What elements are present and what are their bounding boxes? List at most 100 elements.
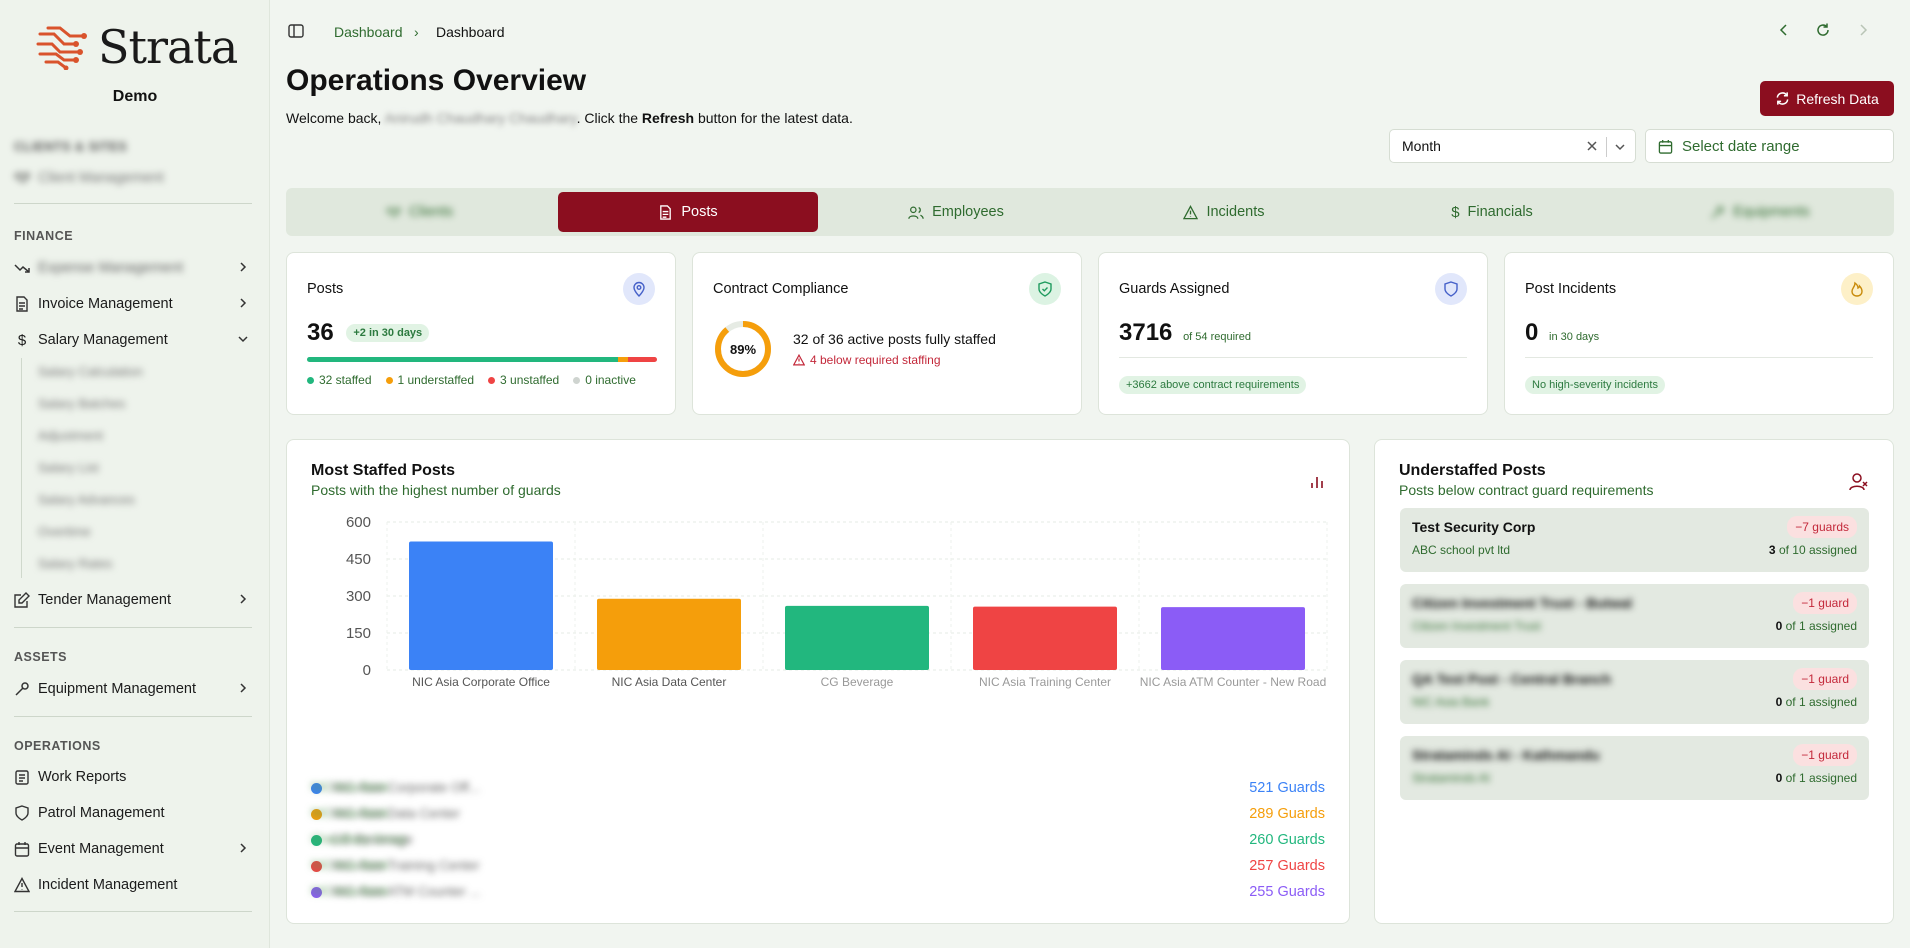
flame-icon: [1841, 273, 1873, 305]
sidebar-subitem[interactable]: Adjustment: [38, 428, 104, 443]
sidebar-item-work-reports[interactable]: Work Reports: [14, 763, 254, 791]
y-tick-label: 450: [346, 551, 371, 568]
legend-row[interactable]: NIC Asia Training Center NIC Asia Bank 257…: [311, 856, 1325, 876]
staffing-progress-bar: [307, 357, 657, 362]
sidebar-item-label: Equipment Management: [38, 681, 196, 697]
sidebar-subitem[interactable]: Overtime: [38, 524, 91, 539]
refresh-data-button[interactable]: Refresh Data: [1760, 81, 1894, 116]
post-name: QA Test Post - Central Branch: [1412, 671, 1612, 687]
strata-logo-icon: [36, 26, 87, 70]
legend-staffed: 32 staffed: [307, 373, 372, 387]
post-name: Stratаminds AI - Kathmandu: [1412, 747, 1600, 763]
legend-post-name: NIC Asia Corporate Off...: [331, 780, 481, 795]
sidebar-subitem[interactable]: Salary List: [38, 460, 99, 475]
select-separator: [1606, 137, 1607, 157]
legend-understaffed: 1 understaffed: [385, 373, 474, 387]
tab-posts[interactable]: Posts: [558, 192, 818, 232]
alert-triangle-icon: [14, 877, 30, 893]
sidebar-item-equipment-management[interactable]: Equipment Management: [14, 675, 254, 703]
divider: [14, 627, 252, 628]
post-name: Citizen Investment Trust - Butwal: [1412, 595, 1633, 611]
assigned-count: 0 of 1 assigned: [1775, 695, 1857, 709]
shortfall-badge: −1 guard: [1793, 668, 1857, 690]
y-tick-label: 300: [346, 588, 371, 605]
sidebar-item-incident-management[interactable]: Incident Management: [14, 871, 254, 899]
user-x-icon[interactable]: [1849, 472, 1869, 495]
back-arrow-icon[interactable]: [1776, 22, 1792, 41]
section-assets: ASSETS: [14, 650, 68, 664]
sidebar-subitem[interactable]: Salary Rates: [38, 556, 113, 571]
forward-arrow-icon[interactable]: [1855, 22, 1871, 41]
legend-dot: [311, 835, 322, 846]
posts-delta-badge: +2 in 30 days: [346, 324, 430, 342]
sidebar-item-client-management[interactable]: Client Management: [14, 164, 254, 192]
understaffed-item[interactable]: Stratаminds AI - Kathmandu Stratаminds AI…: [1400, 736, 1869, 800]
chevron-down-icon[interactable]: [1613, 140, 1627, 154]
client-name: Stratаminds AI: [1412, 771, 1491, 785]
refresh-label: Refresh Data: [1796, 90, 1879, 107]
reload-icon[interactable]: [1815, 22, 1831, 41]
guards-required: of 54 required: [1183, 331, 1251, 343]
file-text-icon: [660, 204, 672, 220]
tab-employees[interactable]: Employees: [826, 192, 1086, 232]
chart-subtitle: Posts with the highest number of guards: [311, 482, 561, 498]
sidebar-subitem[interactable]: Salary Calculation: [38, 364, 143, 379]
divider: [14, 716, 252, 717]
page-title: Operations Overview: [286, 64, 587, 97]
sidebar-toggle-icon[interactable]: [288, 23, 304, 42]
shortfall-badge: −1 guard: [1793, 744, 1857, 766]
bar: [785, 605, 929, 670]
sidebar-item-tender-management[interactable]: Tender Management: [14, 586, 254, 614]
assigned-count: 0 of 1 assigned: [1775, 771, 1857, 785]
period-select[interactable]: Month: [1389, 129, 1636, 163]
tab-equipments[interactable]: Equipments: [1630, 192, 1890, 232]
sidebar-item-patrol-management[interactable]: Patrol Management: [14, 799, 254, 827]
compliance-percent: 89%: [730, 342, 756, 357]
date-range-placeholder: Select date range: [1682, 137, 1800, 155]
understaffed-item[interactable]: Citizen Investment Trust - Butwal Citizen…: [1400, 584, 1869, 648]
legend-row[interactable]: NIC Asia Corporate Off... NIC Asia Bank 52…: [311, 778, 1325, 798]
legend-row[interactable]: NIC Asia ATM Counter ... NIC Asia Bank 255…: [311, 882, 1325, 902]
legend-org-name: NIC Asia Bank: [311, 884, 389, 898]
clear-icon[interactable]: [1585, 139, 1599, 153]
legend-dot: [311, 783, 322, 794]
card-title: Post Incidents: [1525, 281, 1617, 297]
sidebar-item-label: Client Management: [38, 170, 164, 186]
tab-clients[interactable]: Clients: [290, 192, 549, 232]
bar-chart-icon[interactable]: [1309, 474, 1325, 493]
brand-logo[interactable]: Strata: [36, 20, 238, 74]
sidebar-subitem[interactable]: Salary Batches: [38, 396, 126, 411]
org-name: Demo: [112, 88, 158, 105]
incidents-severity-badge: No high-severity incidents: [1525, 376, 1665, 394]
legend-dot: [311, 887, 322, 898]
tab-financials[interactable]: $ Financials: [1451, 203, 1533, 221]
sidebar-item-event-management[interactable]: Event Management: [14, 835, 254, 863]
understaffed-item[interactable]: QA Test Post - Central Branch NIC Asia Ba…: [1400, 660, 1869, 724]
sidebar-item-salary-management[interactable]: $ Salary Management: [14, 326, 254, 354]
sidebar-subitem[interactable]: Salary Advances: [38, 492, 135, 507]
submenu-line: [21, 358, 22, 578]
legend-guard-count: 260 Guards: [1249, 832, 1325, 848]
post-name: Test Security Corp: [1412, 519, 1536, 535]
sidebar-item-expense-management[interactable]: Expense Management: [14, 254, 254, 282]
understaffed-item[interactable]: Test Security Corp ABC school pvt ltd −7 g…: [1400, 508, 1869, 572]
chevron-right-icon: [240, 298, 247, 308]
guards-count: 3716 of 54 required: [1119, 319, 1251, 346]
client-name: NIC Asia Bank: [1412, 695, 1490, 709]
tab-incidents[interactable]: Incidents: [1094, 192, 1354, 232]
section-clients: CLIENTS & SITES: [14, 140, 128, 154]
legend-row[interactable]: CG Beverage Chaudhary Group 260 Guards: [311, 830, 1325, 850]
alert-triangle-icon: [1183, 204, 1199, 219]
posts-stat-card: Posts 36 +2 in 30 days 32 staffed 1 unde…: [286, 252, 676, 415]
x-tick-label: NIC Asia Training Center: [979, 675, 1111, 689]
chevron-right-icon: [240, 683, 247, 693]
sidebar-item-label: Incident Management: [38, 877, 178, 893]
breadcrumb-link[interactable]: Dashboard: [334, 24, 403, 40]
date-range-picker[interactable]: Select date range: [1645, 129, 1894, 163]
handshake-icon: [385, 206, 401, 217]
sidebar-item-invoice-management[interactable]: Invoice Management: [14, 290, 254, 318]
legend-row[interactable]: NIC Asia Data Center NIC Asia Bank 289 Gua…: [311, 804, 1325, 824]
bar-chart: 0 150 300 450 600 NIC Asia Corporate Office NI…: [346, 514, 1328, 689]
sidebar-item-label: Invoice Management: [38, 296, 173, 312]
wrench-icon: [1711, 205, 1725, 219]
